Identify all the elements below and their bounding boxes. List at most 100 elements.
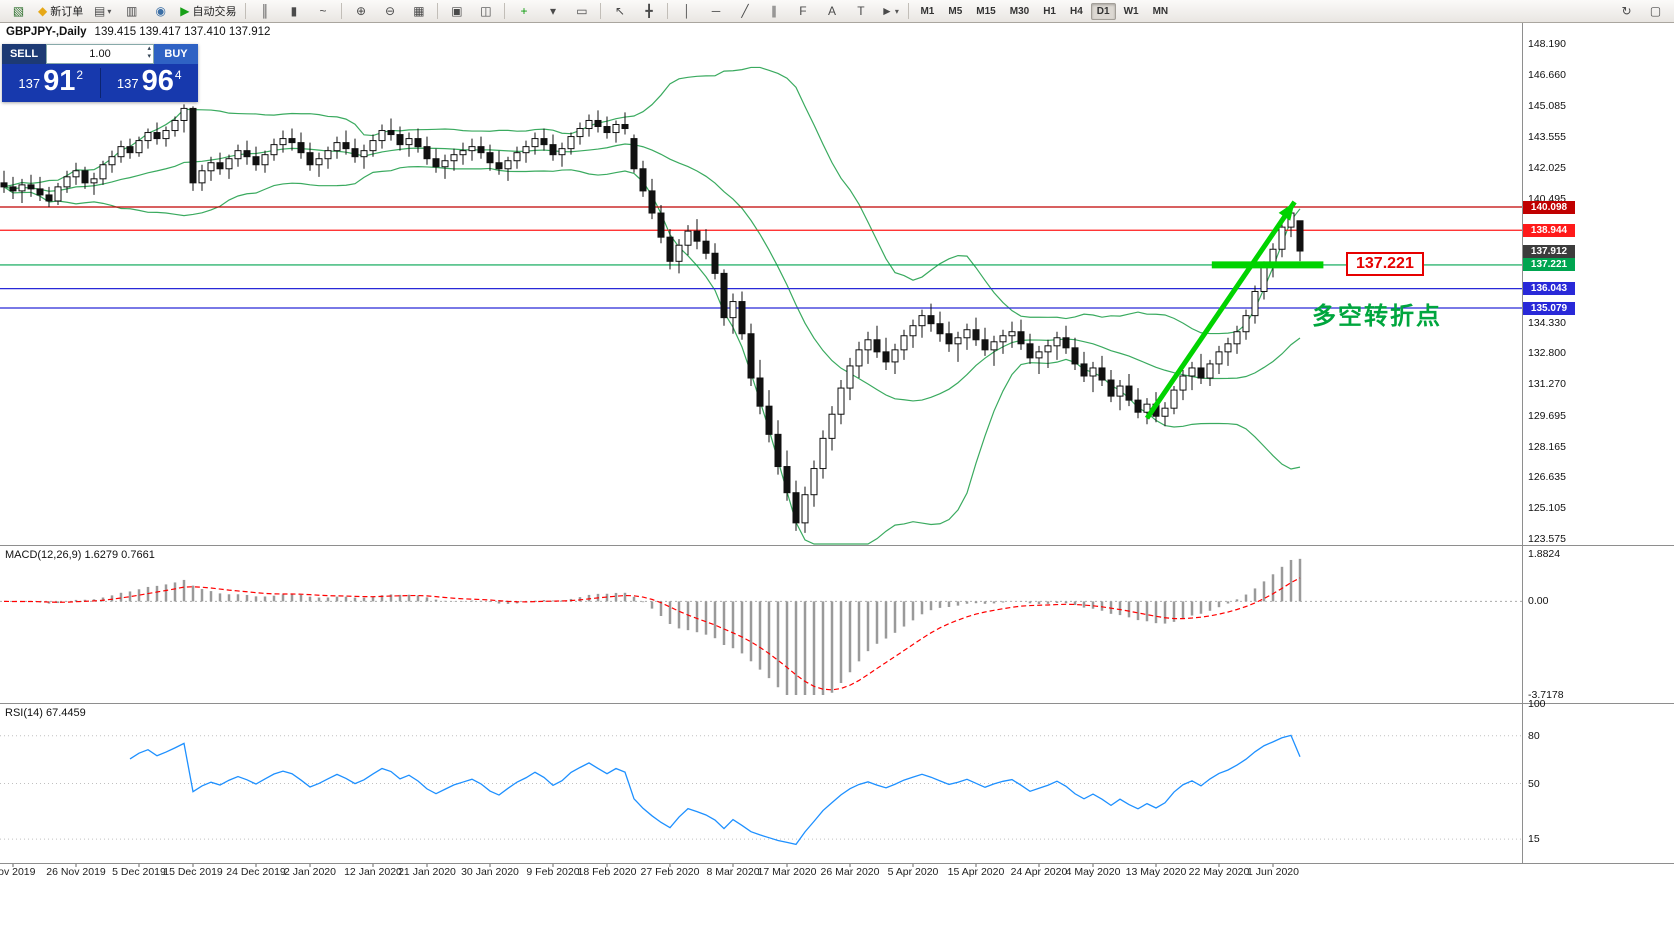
grid-button[interactable]: ▦ bbox=[405, 1, 432, 22]
new-chart-button[interactable]: ▧ bbox=[5, 1, 32, 22]
time-axis-label: 12 Jan 2020 bbox=[344, 866, 402, 878]
community-button[interactable]: ◉ bbox=[147, 1, 174, 22]
indicator-list-button[interactable]: ▾ bbox=[539, 1, 566, 22]
cursor-button[interactable]: ↖ bbox=[606, 1, 633, 22]
toolbar-separator bbox=[667, 3, 669, 19]
volume-down-button[interactable]: ▾ bbox=[147, 53, 151, 60]
price-axis-tick: 143.555 bbox=[1528, 130, 1566, 143]
label-button[interactable]: T bbox=[847, 1, 874, 22]
toolbar: ▧ ◆ 新订单 ▤ ▾ ▥ ◉ ▶ 自动交易 ║ ▮ ~ ⊕ ⊖ ▦ ▣ ◫ + ▾ ▭ ↖ ╋ │ ─ ╱ ∥ F A T ► ▾ M1 M5… bbox=[0, 0, 1674, 23]
horizontal-lines bbox=[0, 206, 1522, 309]
symbol-name: GBPJPY-,Daily bbox=[6, 26, 87, 38]
auto-trading-button[interactable]: ▶ 自动交易 bbox=[176, 1, 240, 22]
horizontal-line-icon: ─ bbox=[711, 4, 721, 18]
timeframe-h4[interactable]: H4 bbox=[1069, 5, 1083, 17]
panel-separator[interactable] bbox=[0, 545, 1674, 546]
trendline-icon: ╱ bbox=[741, 4, 749, 18]
time-axis-label: 24 Apr 2020 bbox=[1010, 866, 1068, 878]
price-callout[interactable]: 137.221 bbox=[1346, 252, 1424, 276]
price-axis-tick: 142.025 bbox=[1528, 161, 1566, 174]
label-icon: T bbox=[857, 4, 865, 18]
time-axis-label: Nov 2019 bbox=[0, 866, 36, 878]
line-chart-button[interactable]: ~ bbox=[309, 1, 336, 22]
volume-up-button[interactable]: ▴ bbox=[147, 45, 151, 52]
horizontal-line-button[interactable]: ─ bbox=[702, 1, 729, 22]
charts-layout-icon: ▥ bbox=[126, 4, 138, 18]
bar-chart-button[interactable]: ║ bbox=[251, 1, 278, 22]
turning-point-annotation[interactable]: 多空转折点 bbox=[1312, 303, 1442, 330]
time-axis-label: 18 Feb 2020 bbox=[577, 866, 637, 878]
timeframe-h1[interactable]: H1 bbox=[1043, 5, 1056, 17]
buy-button[interactable]: BUY bbox=[154, 44, 198, 64]
macd-histogram bbox=[11, 558, 1302, 695]
candles-series bbox=[0, 104, 1304, 533]
rsi-axis-label: 80 bbox=[1528, 729, 1540, 742]
rsi-axis-label: 50 bbox=[1528, 777, 1540, 790]
channel-icon: ∥ bbox=[770, 4, 777, 18]
vertical-line-button[interactable]: │ bbox=[673, 1, 700, 22]
tile-windows-button[interactable]: ◫ bbox=[472, 1, 499, 22]
time-axis-label: 26 Nov 2019 bbox=[46, 866, 106, 878]
buy-price-sup: 4 bbox=[174, 68, 182, 82]
time-axis-label: 27 Feb 2020 bbox=[640, 866, 700, 878]
objects-button[interactable]: ▭ bbox=[568, 1, 595, 22]
crosshair-button[interactable]: ╋ bbox=[635, 1, 662, 22]
sell-price-big: 91 bbox=[43, 65, 76, 97]
arrange-windows-button[interactable]: ▣ bbox=[443, 1, 470, 22]
new-order-icon: ◆ bbox=[38, 4, 48, 18]
time-axis-label: 24 Dec 2019 bbox=[226, 866, 286, 878]
price-level-label: 135.079 bbox=[1523, 301, 1575, 315]
macd-signal-line bbox=[3, 577, 1301, 691]
time-axis-label: 1 Jun 2020 bbox=[1247, 866, 1299, 878]
timeframe-mn[interactable]: MN bbox=[1152, 5, 1169, 17]
candlestick-chart-button[interactable]: ▮ bbox=[280, 1, 307, 22]
chart-shift-button[interactable]: ↻ bbox=[1621, 4, 1632, 18]
toolbar-separator bbox=[245, 3, 247, 19]
fibonacci-icon: F bbox=[799, 4, 807, 18]
toolbar-separator bbox=[341, 3, 343, 19]
objects-icon: ▭ bbox=[576, 4, 588, 18]
sell-price[interactable]: 137 91 2 bbox=[2, 65, 100, 98]
shapes-button[interactable]: ► ▾ bbox=[876, 1, 903, 22]
macd-axis-label: 0.00 bbox=[1528, 595, 1549, 608]
docking-button[interactable]: ▢ bbox=[1649, 4, 1662, 18]
line-chart-icon: ~ bbox=[319, 4, 327, 18]
macd-axis-label: -3.7178 bbox=[1528, 689, 1564, 701]
buy-price-big: 96 bbox=[141, 65, 174, 97]
sell-button[interactable]: SELL bbox=[2, 44, 46, 64]
trend-arrow[interactable] bbox=[1144, 200, 1297, 420]
time-axis-label: 21 Jan 2020 bbox=[398, 866, 456, 878]
time-axis-label: 15 Dec 2019 bbox=[163, 866, 223, 878]
text-button[interactable]: A bbox=[818, 1, 845, 22]
trendline-button[interactable]: ╱ bbox=[731, 1, 758, 22]
new-order-button[interactable]: ◆ 新订单 bbox=[34, 1, 87, 22]
timeframe-w1[interactable]: W1 bbox=[1123, 5, 1139, 17]
community-icon: ◉ bbox=[155, 4, 166, 18]
indicators-icon: + bbox=[520, 4, 528, 18]
timeframe-d1[interactable]: D1 bbox=[1090, 2, 1116, 20]
timeframe-m30[interactable]: M30 bbox=[1009, 5, 1030, 17]
panel-separator[interactable] bbox=[0, 703, 1674, 704]
zoom-out-button[interactable]: ⊖ bbox=[376, 1, 403, 22]
timeframe-m1[interactable]: M1 bbox=[920, 5, 935, 17]
charts-layout-button[interactable]: ▥ bbox=[118, 1, 145, 22]
arrange-windows-icon: ▣ bbox=[451, 4, 463, 18]
volume-input[interactable]: 1.00 ▴ ▾ bbox=[46, 44, 154, 64]
timeframe-m5[interactable]: M5 bbox=[948, 5, 963, 17]
fibonacci-button[interactable]: F bbox=[789, 1, 816, 22]
time-axis-separator bbox=[0, 863, 1674, 864]
chart-profiles-button[interactable]: ▤ ▾ bbox=[89, 1, 116, 22]
buy-price[interactable]: 137 96 4 bbox=[101, 65, 199, 98]
indicator-list-icon: ▾ bbox=[549, 4, 556, 18]
indicators-button[interactable]: + bbox=[510, 1, 537, 22]
toolbar-separator bbox=[437, 3, 439, 19]
timeframe-m15[interactable]: M15 bbox=[976, 5, 996, 17]
time-axis-label: 22 May 2020 bbox=[1188, 866, 1250, 878]
channel-button[interactable]: ∥ bbox=[760, 1, 787, 22]
toolbar-right-group: ↻ ▢ bbox=[1612, 1, 1670, 22]
auto-trading-label: 自动交易 bbox=[192, 6, 237, 18]
zoom-in-button[interactable]: ⊕ bbox=[347, 1, 374, 22]
price-level-label: 138.944 bbox=[1523, 223, 1575, 237]
zoom-out-icon: ⊖ bbox=[384, 4, 395, 18]
